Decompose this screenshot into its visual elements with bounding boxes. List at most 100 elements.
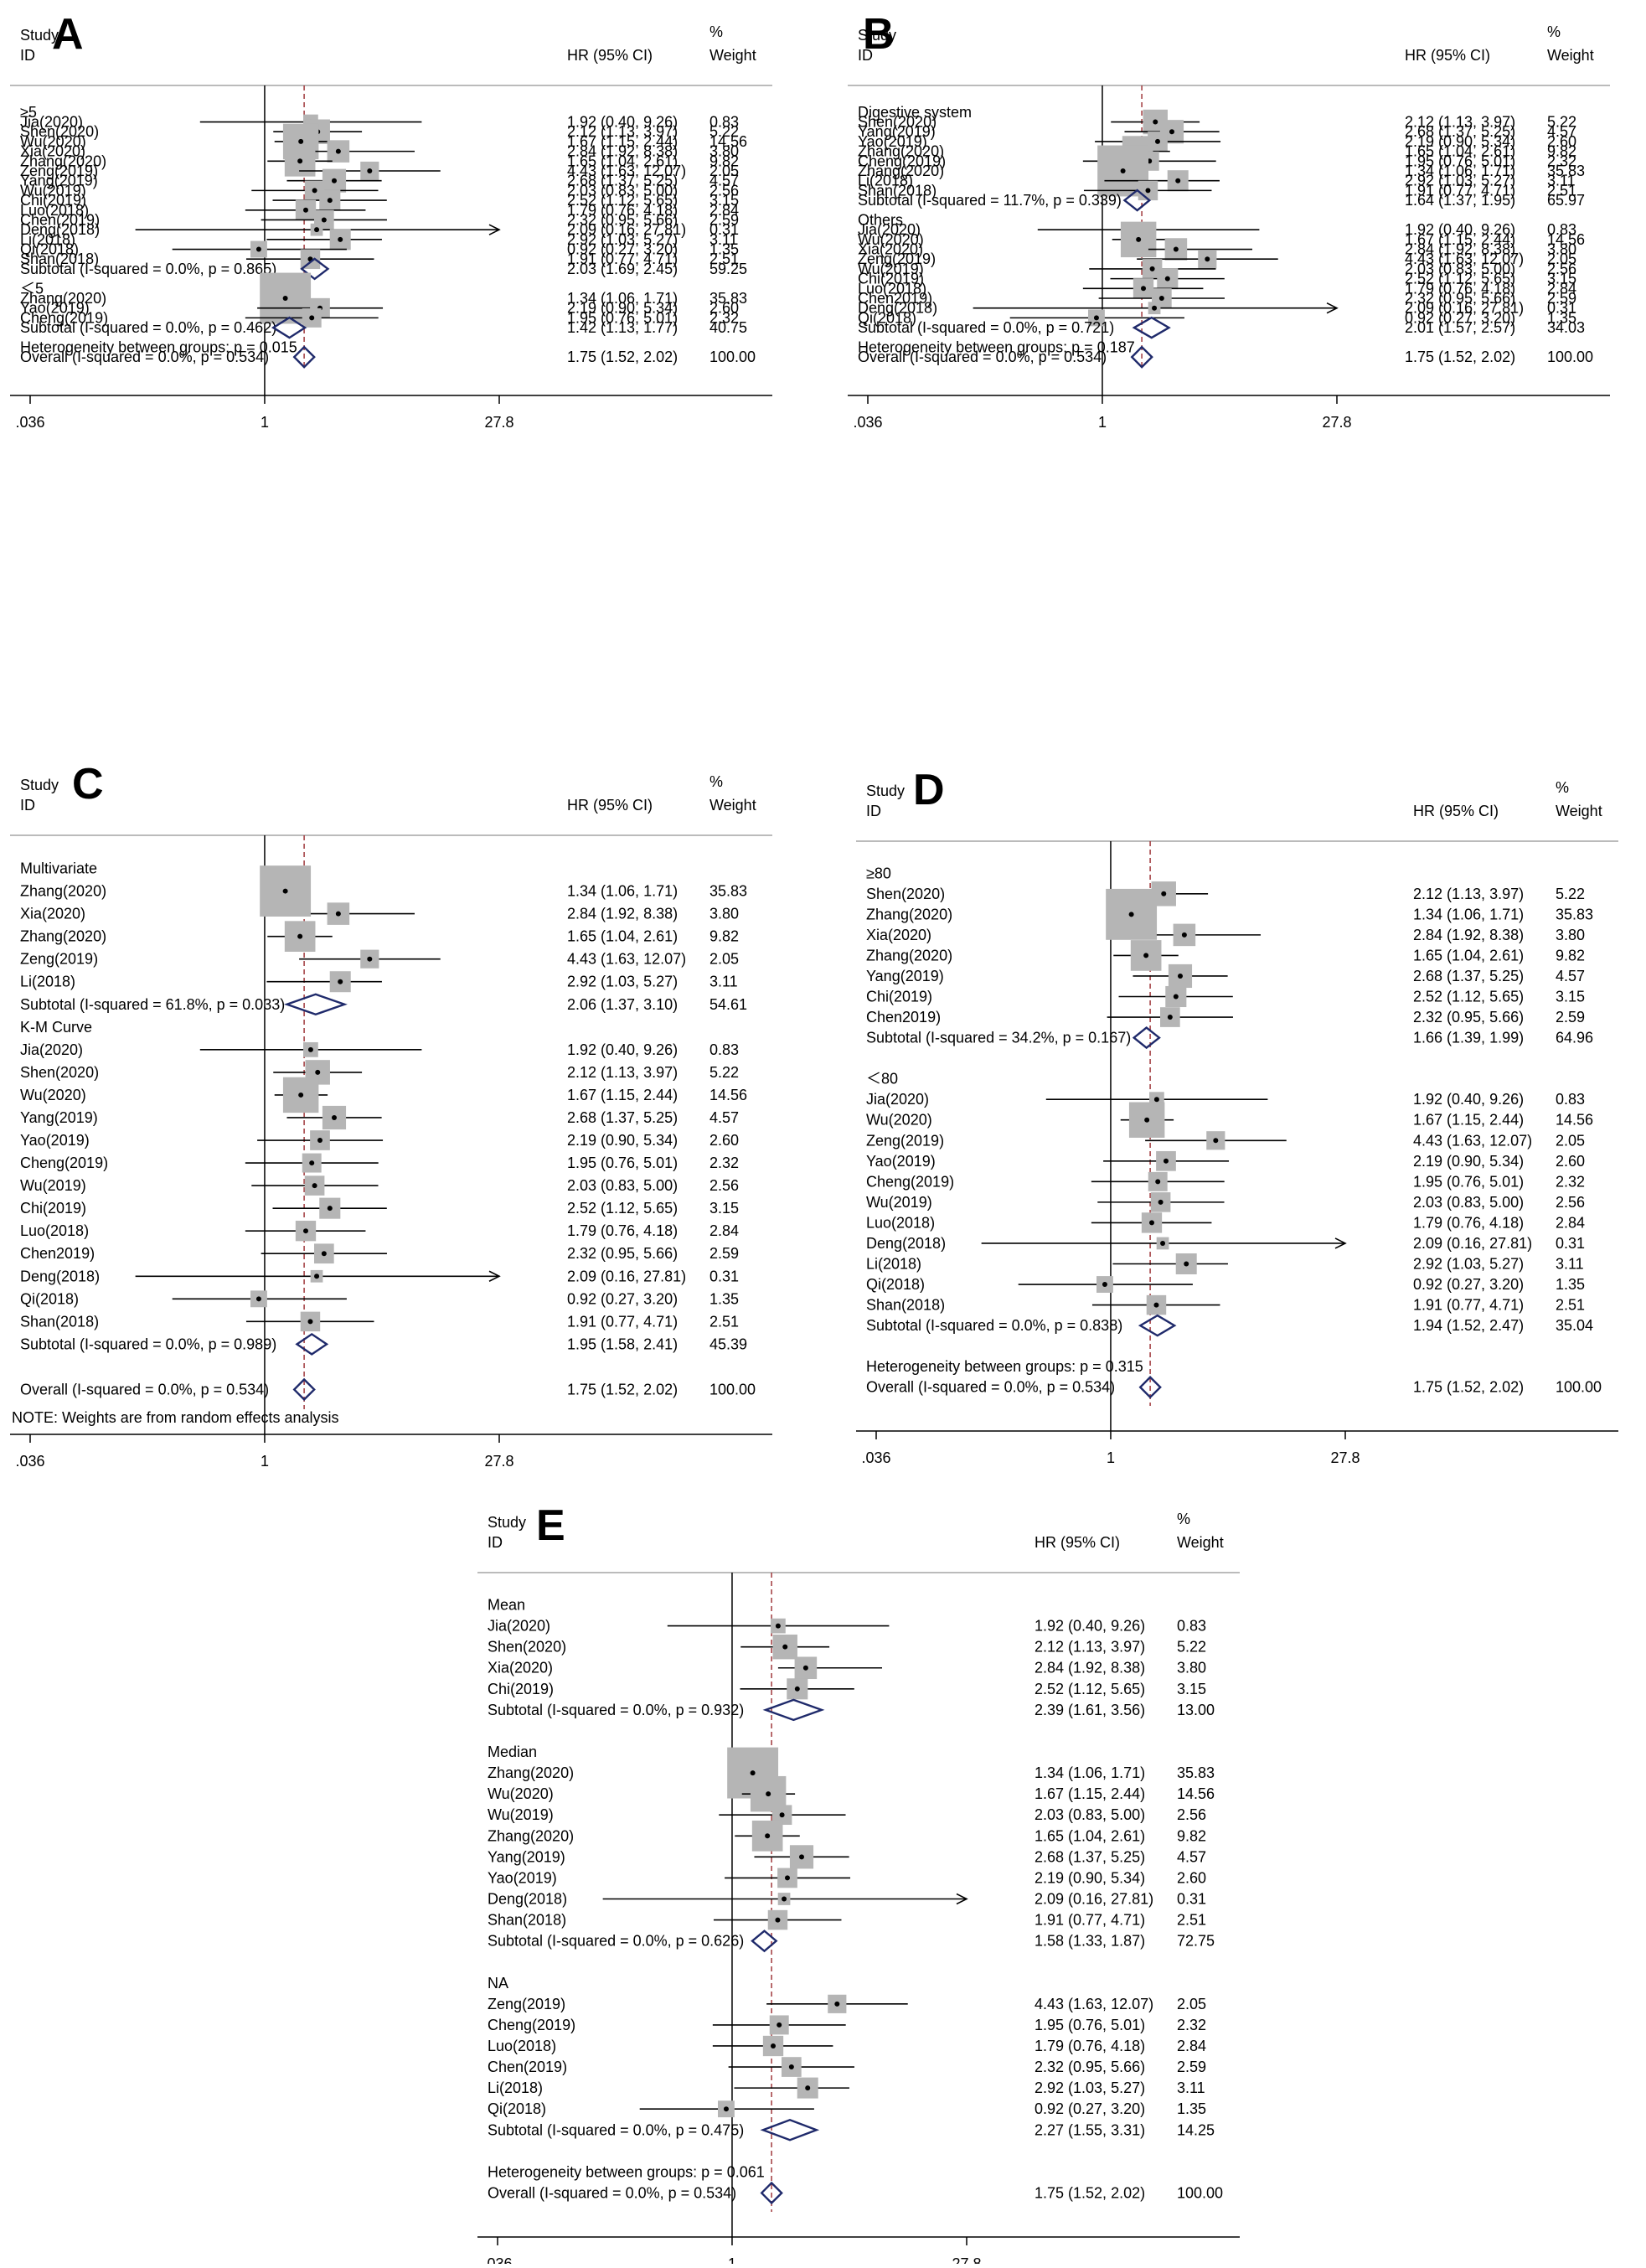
study-label: Xia(2020) (858, 241, 923, 258)
study-label: Yao(2019) (20, 300, 90, 317)
point-estimate (307, 1046, 313, 1052)
weight-value: 1.35 (1547, 309, 1576, 326)
weight-value: 1.35 (1556, 1276, 1585, 1293)
hr-ci-value: 4.43 (1.63, 12.07) (1405, 251, 1524, 267)
hr-ci-value: 1.75 (1.52, 2.02) (567, 349, 678, 365)
subtotal-label: Subtotal (I-squared = 0.0%, p = 0.932) (488, 1702, 744, 1718)
header-id: ID (866, 803, 881, 819)
hr-ci-value: 1.95 (1.58, 2.41) (567, 1335, 678, 1352)
point-estimate (1158, 1199, 1164, 1205)
weight-value: 65.97 (1547, 192, 1585, 209)
weight-value: 5.22 (709, 1064, 739, 1081)
point-estimate (367, 168, 373, 173)
panel-label: A (52, 10, 84, 59)
weight-value: 14.56 (1556, 1112, 1593, 1129)
hr-ci-value: 1.67 (1.15, 2.44) (1413, 1112, 1524, 1129)
study-label: Wu(2020) (866, 1112, 932, 1129)
study-label: Xia(2020) (20, 906, 85, 922)
study-label: Yang(2019) (20, 173, 98, 189)
weight-value: 0.31 (1556, 1235, 1585, 1252)
overall-label: Overall (I-squared = 0.0%, p = 0.534) (858, 349, 1107, 365)
hr-ci-value: 1.67 (1.15, 2.44) (567, 133, 678, 150)
point-estimate (1163, 1158, 1169, 1164)
point-estimate (338, 236, 343, 242)
point-estimate (765, 1833, 771, 1839)
weight-value: 54.61 (709, 996, 747, 1013)
point-estimate (321, 217, 327, 223)
weight-value: 0.31 (1547, 300, 1576, 317)
study-label: Jia(2020) (866, 1091, 929, 1108)
weight-value: 35.83 (709, 290, 747, 307)
hr-ci-value: 0.92 (0.27, 3.20) (1035, 2100, 1145, 2117)
point-estimate (309, 315, 315, 321)
point-estimate (1154, 138, 1160, 144)
weight-value: 2.51 (709, 1313, 739, 1330)
weight-value: 4.57 (709, 1109, 739, 1126)
x-tick-label: .036 (853, 414, 882, 431)
study-label: Chen(2019) (488, 2059, 567, 2075)
study-label: Li(2018) (20, 231, 75, 248)
point-estimate (297, 158, 303, 164)
hr-ci-value: 1.91 (0.77, 4.71) (1035, 1912, 1145, 1929)
subtotal-label: Subtotal (I-squared = 0.0%, p = 0.838) (866, 1317, 1122, 1334)
hr-ci-value: 2.68 (1.37, 5.25) (1035, 1848, 1145, 1865)
point-estimate (297, 933, 303, 939)
header-weight: Weight (1556, 803, 1602, 819)
point-estimate (1149, 1220, 1155, 1226)
weight-value: 2.59 (709, 211, 739, 228)
study-label: Yang(2019) (866, 968, 944, 984)
text-label: Heterogeneity between groups: p = 0.187 (858, 338, 1135, 355)
point-estimate (303, 1228, 309, 1234)
study-label: Zhang(2020) (488, 1764, 574, 1781)
study-label: Zeng(2019) (866, 1132, 944, 1149)
hr-ci-value: 2.84 (1.92, 8.38) (567, 906, 678, 922)
study-label: Wu(2019) (858, 261, 924, 277)
header-id: ID (20, 797, 35, 814)
hr-ci-value: 1.42 (1.13, 1.77) (567, 319, 678, 336)
hr-ci-value: 2.12 (1.13, 3.97) (1405, 114, 1515, 131)
study-label: Jia(2020) (488, 1618, 550, 1635)
weight-value: 9.82 (1556, 947, 1585, 964)
header-study: Study (858, 27, 896, 44)
study-label: Xia(2020) (866, 927, 931, 943)
text-label: Heterogeneity between groups: p = 0.015 (20, 338, 297, 355)
forest-panel-e: Study ID HR (95% CI)% Weight E Mean Jia(2020) 1… (477, 1501, 1240, 2268)
weight-value: 2.51 (1177, 1912, 1206, 1929)
subtotal-label: Subtotal (I-squared = 61.8%, p = 0.033) (20, 996, 285, 1013)
hr-ci-value: 1.92 (0.40, 9.26) (1035, 1618, 1145, 1635)
group-label: Median (488, 1744, 537, 1760)
weight-value: 100.00 (1556, 1379, 1602, 1396)
study-label: Qi(2018) (866, 1276, 925, 1293)
weight-value: 100.00 (709, 349, 756, 365)
weight-value: 3.80 (709, 906, 739, 922)
hr-ci-value: 1.75 (1.52, 2.02) (567, 1381, 678, 1397)
point-estimate (327, 1206, 333, 1211)
weight-value: 45.39 (709, 1335, 747, 1352)
subtotal-diamond (760, 2118, 820, 2141)
header-weight: Weight (709, 797, 756, 814)
point-estimate (1149, 266, 1155, 271)
hr-ci-value: 2.32 (0.95, 5.66) (1405, 290, 1515, 307)
point-estimate (314, 227, 320, 233)
point-estimate (298, 1092, 304, 1098)
weight-value: 2.32 (709, 309, 739, 326)
weight-value: 2.05 (1547, 251, 1576, 267)
point-estimate (782, 1644, 788, 1650)
study-label: Luo(2018) (20, 1222, 89, 1239)
point-estimate (321, 1251, 327, 1257)
hr-ci-value: 2.03 (0.83, 5.00) (567, 1177, 678, 1194)
group-label: ＜5 (20, 280, 44, 297)
weight-value: 2.60 (1547, 133, 1576, 150)
hr-ci-value: 2.92 (1.03, 5.27) (567, 974, 678, 990)
x-tick-label: 27.8 (1322, 414, 1351, 431)
point-estimate (1153, 1302, 1159, 1308)
hr-ci-value: 1.95 (0.76, 5.01) (1035, 2017, 1145, 2033)
hr-ci-value: 2.19 (0.90, 5.34) (1035, 1869, 1145, 1886)
weight-value: 100.00 (709, 1381, 756, 1397)
hr-ci-value: 2.19 (0.90, 5.34) (567, 1132, 678, 1149)
hr-ci-value: 1.67 (1.15, 2.44) (1035, 1785, 1145, 1802)
group-label: ≥80 (866, 865, 891, 881)
header-percent: % (1556, 779, 1569, 796)
point-estimate (788, 2064, 794, 2070)
weight-value: 9.82 (709, 152, 739, 169)
